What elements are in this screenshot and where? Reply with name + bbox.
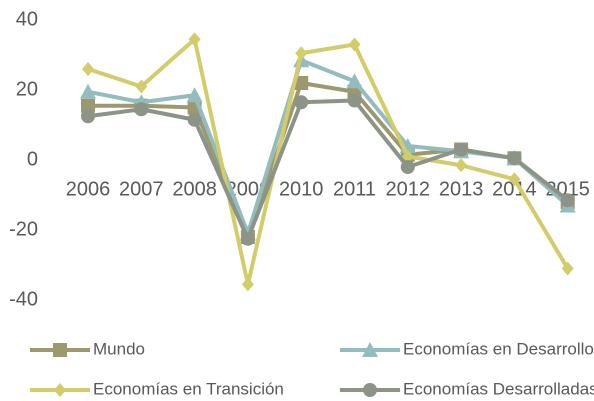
legend-label: Economías Desarrolladas (403, 379, 594, 398)
marker (241, 277, 254, 292)
marker (135, 79, 148, 94)
marker (82, 62, 94, 76)
marker (508, 172, 521, 187)
y-tick-label: -40 (9, 288, 38, 310)
marker (240, 231, 255, 246)
legend-label: Economías en Desarrollo (403, 339, 594, 358)
marker (346, 73, 363, 89)
marker (81, 98, 95, 113)
marker (81, 109, 95, 124)
y-tick-label: 20 (16, 78, 38, 100)
marker (401, 149, 414, 164)
legend-label: Economías en Transición (93, 379, 284, 398)
marker (454, 142, 469, 157)
x-tick-label: 2012 (386, 178, 431, 200)
marker (455, 158, 468, 173)
series-line (87, 98, 569, 241)
marker (507, 151, 522, 166)
y-tick-label: 40 (16, 8, 38, 30)
marker (295, 46, 308, 61)
marker (348, 37, 361, 52)
x-tick-label: 2013 (439, 178, 484, 200)
x-tick-label: 2010 (279, 178, 324, 200)
legend-label: Mundo (93, 339, 145, 358)
x-tick-label: 2007 (119, 178, 164, 200)
marker (186, 87, 203, 103)
legend-marker (362, 342, 378, 357)
marker (188, 32, 201, 47)
series-line (88, 81, 569, 239)
x-tick-label: 2011 (333, 178, 376, 200)
marker (560, 193, 575, 208)
marker (294, 76, 309, 90)
marker (80, 83, 96, 99)
marker (134, 102, 149, 117)
series-line (87, 37, 570, 287)
x-tick-label: 2008 (172, 178, 217, 200)
legend-marker (53, 343, 67, 357)
y-tick-label: 0 (27, 148, 38, 170)
x-tick-label: 2006 (66, 178, 111, 200)
marker (294, 95, 309, 110)
marker (561, 261, 574, 276)
marker (400, 160, 415, 174)
legend-marker (363, 383, 377, 397)
y-tick-label: -20 (9, 218, 38, 240)
marker (187, 112, 202, 127)
legend-marker (54, 383, 66, 397)
marker (347, 93, 362, 108)
